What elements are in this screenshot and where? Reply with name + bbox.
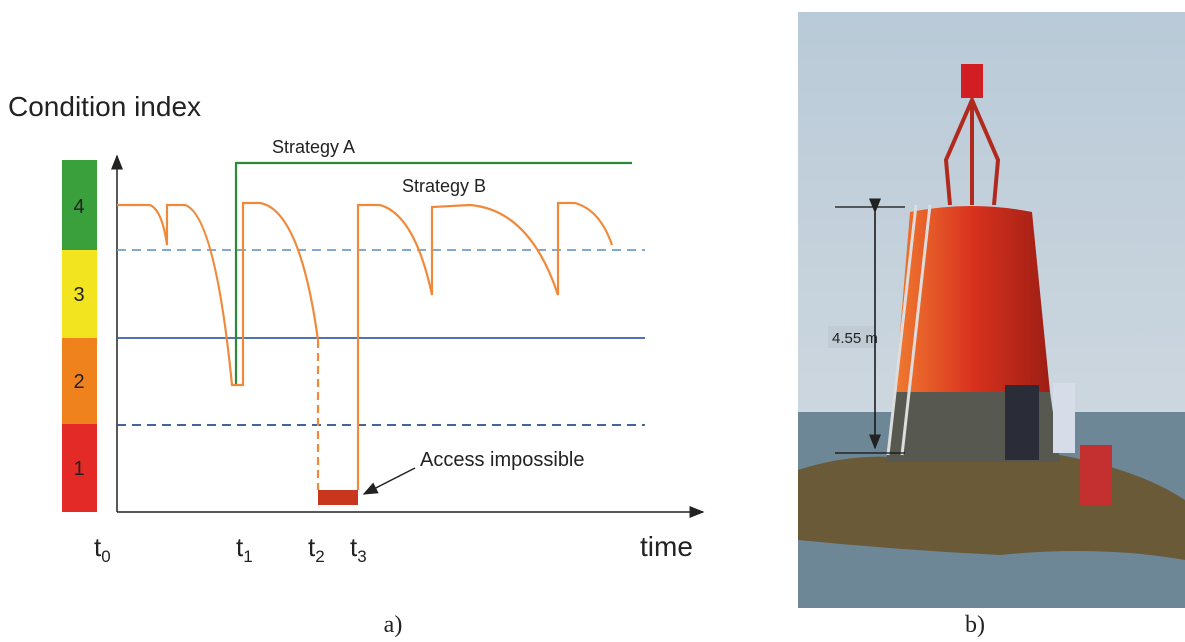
strategy-b-line <box>358 203 612 490</box>
panel-a: Condition index 4 3 2 1 Strategy A Strat… <box>8 91 703 638</box>
photo-person <box>1053 383 1075 453</box>
y-axis-title: Condition index <box>8 91 201 122</box>
caption: b) <box>965 612 985 638</box>
strategy-b-label: Strategy B <box>402 176 486 196</box>
access-impossible-bar <box>318 490 358 505</box>
time-tick: t3 <box>350 532 367 566</box>
dimension-label: 4.55 m <box>832 330 878 347</box>
level-label: 3 <box>73 284 84 306</box>
annotation: Access impossible <box>420 449 585 471</box>
caption: a) <box>384 612 403 638</box>
panel-b: 4.55 m b) <box>798 12 1185 638</box>
strategy-b-line <box>117 203 318 385</box>
level-label: 2 <box>73 371 84 393</box>
photo-person <box>1080 445 1112 505</box>
level-label: 1 <box>73 458 84 480</box>
level-label: 4 <box>73 196 84 218</box>
time-tick: t2 <box>308 532 325 566</box>
annotation-arrow <box>364 468 415 494</box>
time-tick: t0 <box>94 532 111 566</box>
x-axis-title: time <box>640 531 693 562</box>
photo-person <box>1005 385 1039 460</box>
strategy-a-line <box>236 163 632 385</box>
photo-topmark <box>961 64 983 98</box>
strategy-a-label: Strategy A <box>272 137 355 157</box>
page: {"panel_a": {"y_axis_title": "Condition … <box>0 0 1185 642</box>
time-tick: t1 <box>236 532 253 566</box>
figure: Condition index 4 3 2 1 Strategy A Strat… <box>0 0 1185 642</box>
